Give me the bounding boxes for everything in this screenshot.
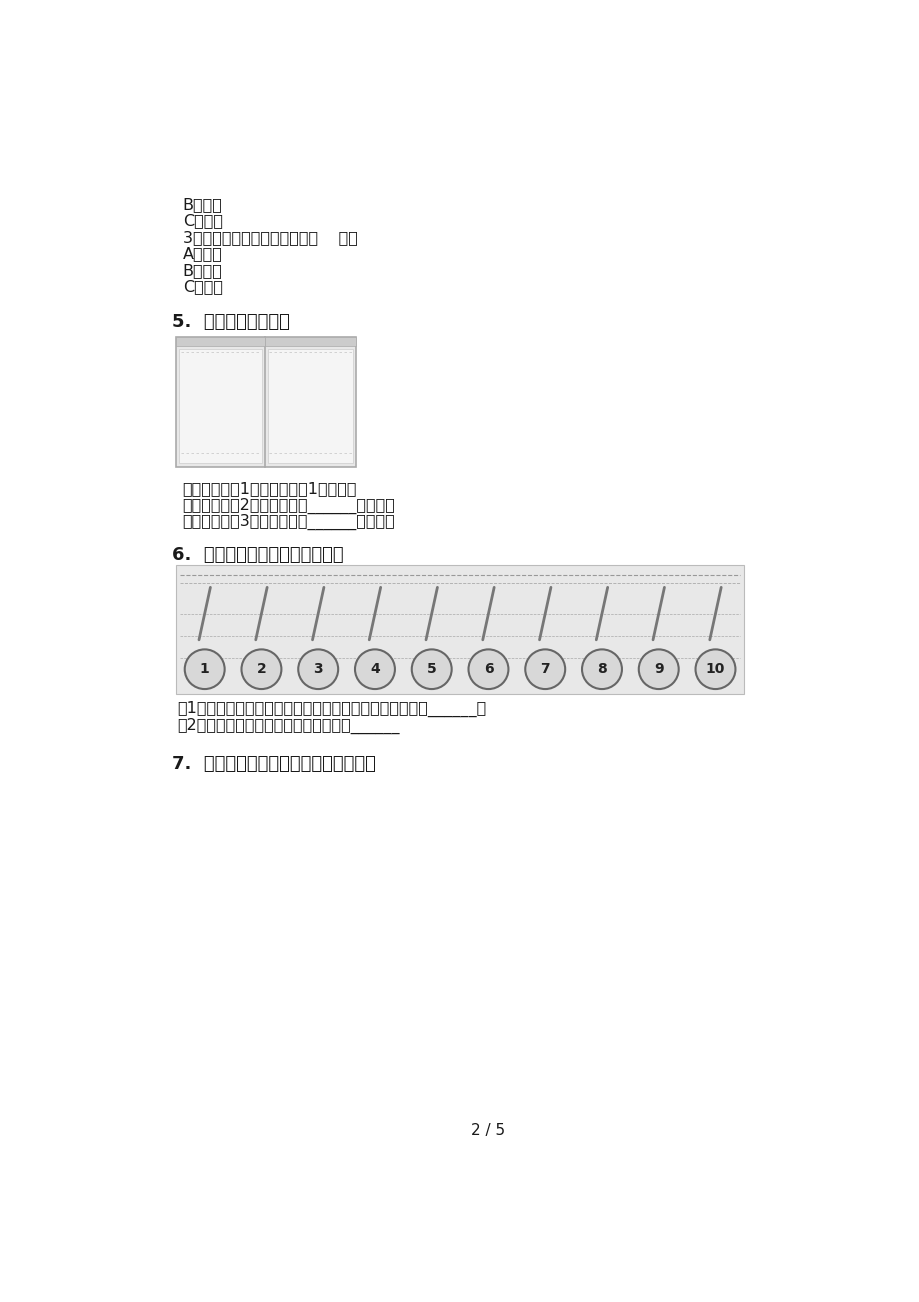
Ellipse shape: [695, 650, 734, 689]
Text: 5: 5: [426, 663, 437, 676]
Text: 10: 10: [705, 663, 724, 676]
Text: B．锐角: B．锐角: [183, 197, 222, 212]
FancyBboxPatch shape: [176, 337, 265, 346]
Ellipse shape: [298, 650, 338, 689]
Text: 6.  仔细观察并填空。（填序号）: 6. 仔细观察并填空。（填序号）: [172, 547, 344, 564]
Text: 2: 2: [256, 663, 266, 676]
Text: 把一张纸对折1次，可以剪出1个小人。: 把一张纸对折1次，可以剪出1个小人。: [183, 482, 357, 496]
FancyBboxPatch shape: [267, 349, 353, 464]
Ellipse shape: [468, 650, 508, 689]
Text: C．钝角: C．钝角: [183, 214, 222, 228]
Text: A．锐角: A．锐角: [183, 246, 222, 262]
Ellipse shape: [185, 650, 224, 689]
FancyBboxPatch shape: [179, 349, 262, 464]
Text: 把一张纸对折2次，可以剪出______个小人。: 把一张纸对折2次，可以剪出______个小人。: [183, 497, 395, 514]
Text: 5.  剪一剪，填一填。: 5. 剪一剪，填一填。: [172, 312, 289, 331]
Ellipse shape: [241, 650, 281, 689]
Text: 7.  把下面图形的编号填在合适的圈内。: 7. 把下面图形的编号填在合适的圈内。: [172, 755, 376, 773]
Text: 6: 6: [483, 663, 493, 676]
Text: 3: 3: [313, 663, 323, 676]
Text: 3．窗户、门上的角一般都是（    ）。: 3．窗户、门上的角一般都是（ ）。: [183, 230, 357, 245]
Text: （2）要拼成一个正方形，可选的小棒是______: （2）要拼成一个正方形，可选的小棒是______: [177, 717, 400, 734]
Text: 7: 7: [539, 663, 550, 676]
Ellipse shape: [412, 650, 451, 689]
Text: C．钝角: C．钝角: [183, 280, 222, 294]
Text: B．直角: B．直角: [183, 263, 222, 279]
Text: （1）在右面的小棒中，要拼成一个长方形，可选的小棒是______。: （1）在右面的小棒中，要拼成一个长方形，可选的小棒是______。: [177, 700, 486, 716]
Text: 4: 4: [369, 663, 380, 676]
Ellipse shape: [638, 650, 678, 689]
Text: 2 / 5: 2 / 5: [471, 1124, 505, 1138]
Text: 1: 1: [199, 663, 210, 676]
Text: 9: 9: [653, 663, 663, 676]
FancyBboxPatch shape: [176, 565, 743, 694]
Ellipse shape: [582, 650, 621, 689]
Text: 把一张纸对折3次，可以剪出______个小人。: 把一张纸对折3次，可以剪出______个小人。: [183, 514, 395, 530]
FancyBboxPatch shape: [265, 337, 356, 346]
Ellipse shape: [355, 650, 394, 689]
FancyBboxPatch shape: [176, 337, 356, 467]
Text: 8: 8: [596, 663, 607, 676]
Ellipse shape: [525, 650, 564, 689]
